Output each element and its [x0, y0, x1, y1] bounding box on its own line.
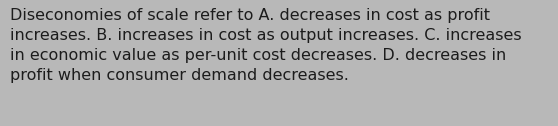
- Text: Diseconomies of scale refer to A. decreases in cost as profit
increases. B. incr: Diseconomies of scale refer to A. decrea…: [10, 8, 522, 83]
